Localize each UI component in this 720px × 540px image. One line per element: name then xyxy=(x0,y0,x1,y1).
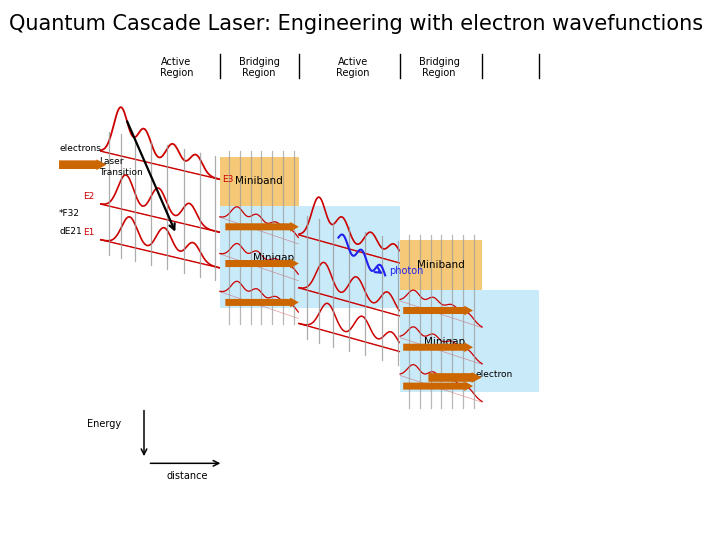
FancyArrow shape xyxy=(59,159,107,170)
Text: Miniband: Miniband xyxy=(417,260,465,269)
FancyArrow shape xyxy=(403,306,473,315)
FancyArrow shape xyxy=(225,259,299,268)
Text: Bridging
Region: Bridging Region xyxy=(419,57,459,78)
Text: *F32: *F32 xyxy=(59,210,80,218)
FancyArrow shape xyxy=(428,372,482,383)
FancyArrow shape xyxy=(403,342,473,352)
Text: electron: electron xyxy=(475,370,513,379)
Text: electrons: electrons xyxy=(59,144,101,153)
Text: E2: E2 xyxy=(83,192,94,201)
FancyArrow shape xyxy=(403,381,473,391)
FancyArrow shape xyxy=(225,222,299,232)
Bar xyxy=(220,206,400,308)
Text: Energy: Energy xyxy=(87,419,121,429)
Bar xyxy=(400,290,539,392)
Text: Minigap: Minigap xyxy=(253,253,294,263)
Text: Miniband: Miniband xyxy=(235,176,283,186)
FancyArrow shape xyxy=(225,298,299,307)
Text: Active
Region: Active Region xyxy=(160,57,193,78)
Bar xyxy=(220,157,299,206)
Bar xyxy=(400,240,482,290)
Text: E3: E3 xyxy=(222,175,233,184)
Text: dE21: dE21 xyxy=(59,227,82,236)
Text: Laser
Transition: Laser Transition xyxy=(99,157,143,177)
Text: Bridging
Region: Bridging Region xyxy=(239,57,279,78)
Text: Quantum Cascade Laser: Engineering with electron wavefunctions: Quantum Cascade Laser: Engineering with … xyxy=(9,14,703,33)
Text: Minigap: Minigap xyxy=(424,337,465,347)
Text: E1: E1 xyxy=(83,228,94,237)
Text: photon: photon xyxy=(389,266,423,276)
Text: Active
Region: Active Region xyxy=(336,57,369,78)
Text: distance: distance xyxy=(166,471,208,481)
